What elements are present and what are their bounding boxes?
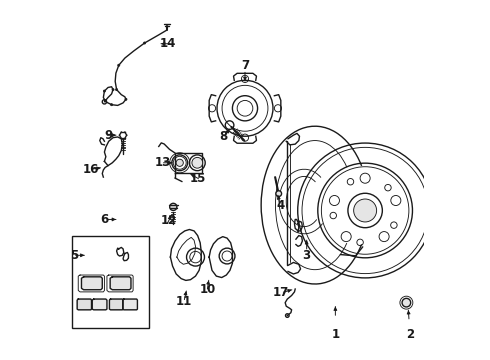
Text: 9: 9 (104, 129, 112, 142)
Polygon shape (92, 299, 107, 310)
Text: 10: 10 (199, 283, 216, 296)
Text: 11: 11 (176, 295, 192, 308)
Circle shape (176, 159, 183, 166)
Text: 14: 14 (160, 37, 176, 50)
Circle shape (112, 89, 114, 91)
Text: 17: 17 (273, 287, 289, 300)
Polygon shape (77, 299, 92, 310)
Text: 5: 5 (70, 249, 78, 262)
Circle shape (118, 64, 120, 66)
Text: 16: 16 (83, 163, 99, 176)
Polygon shape (122, 299, 137, 310)
Bar (72, 236, 149, 328)
Text: 2: 2 (406, 328, 414, 341)
Text: 6: 6 (100, 213, 109, 226)
Text: 15: 15 (190, 172, 206, 185)
Circle shape (402, 298, 411, 307)
Circle shape (354, 199, 377, 222)
Circle shape (144, 42, 146, 44)
Polygon shape (81, 277, 102, 290)
Polygon shape (110, 277, 131, 290)
Circle shape (125, 98, 127, 100)
Text: 7: 7 (241, 59, 249, 72)
Text: 13: 13 (155, 156, 172, 169)
Circle shape (103, 90, 105, 92)
Text: 3: 3 (303, 249, 311, 262)
Circle shape (192, 157, 203, 168)
Circle shape (276, 191, 282, 197)
Text: 4: 4 (276, 199, 284, 212)
Text: 12: 12 (161, 214, 177, 227)
Circle shape (116, 89, 118, 91)
Text: 8: 8 (220, 130, 228, 144)
Polygon shape (109, 299, 123, 310)
Text: 1: 1 (331, 328, 340, 341)
Circle shape (111, 104, 113, 106)
Circle shape (170, 203, 177, 211)
